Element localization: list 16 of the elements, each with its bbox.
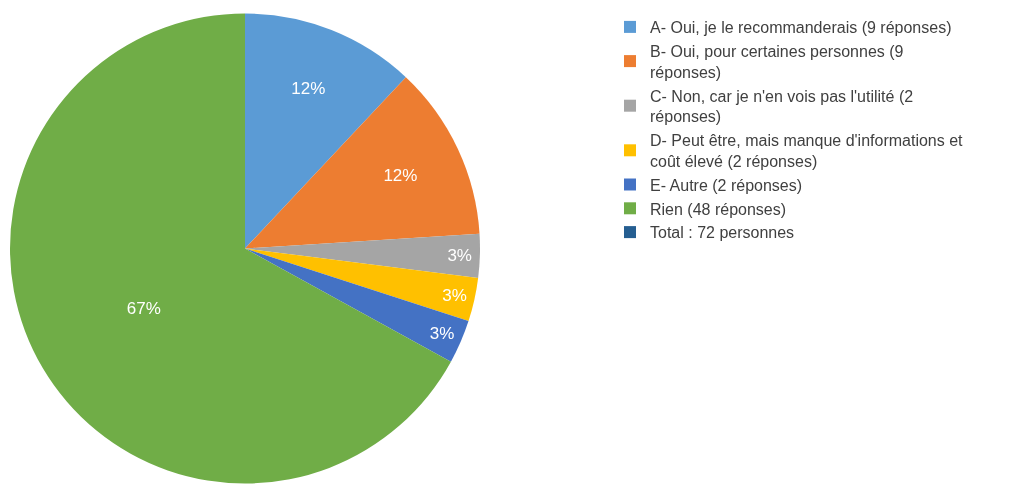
data-label: 12%	[383, 165, 418, 185]
data-label: 3%	[429, 324, 455, 344]
pie-slice	[245, 248, 479, 322]
pie-slice	[245, 233, 480, 278]
data-label: 12%	[291, 79, 326, 99]
pie-slice	[245, 77, 480, 249]
data-label: 3%	[442, 285, 467, 305]
legend-label: B- Oui, pour certaines personnes (9 réponses)	[650, 42, 904, 81]
legend-label: Total : 72 personnes	[650, 224, 795, 242]
data-label: 67%	[126, 298, 161, 318]
legend-label: C- Non, car je n'en vois pas l'utilité (2 réponses)	[650, 87, 914, 126]
data-label: 3%	[447, 245, 472, 265]
legend-label: E- Autre (2 réponses)	[650, 176, 803, 194]
legend-label: Rien (48 réponses)	[650, 200, 787, 218]
legend-label: D- Peut être, mais manque d'informations et coût élevé (2 réponses)	[650, 132, 964, 170]
legend-label: A- Oui, je le recommanderais (9 réponses)	[650, 19, 952, 37]
